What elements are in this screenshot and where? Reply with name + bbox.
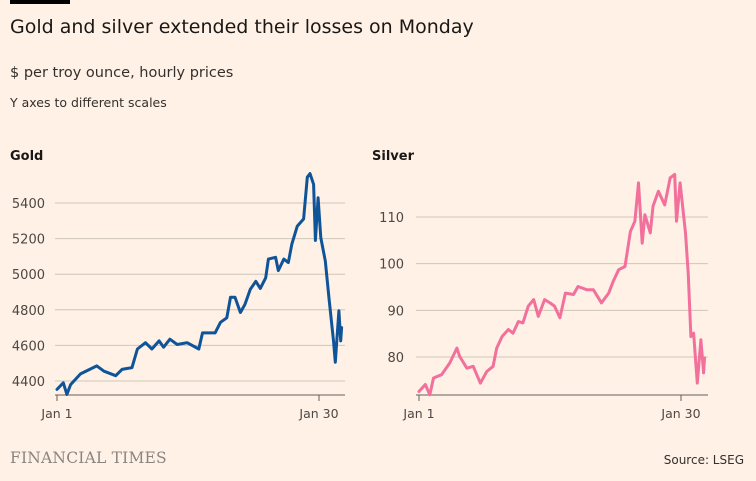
silver-ytick-label: 100 — [379, 258, 404, 273]
silver-xtick-label: Jan 1 — [402, 406, 434, 421]
ft-top-bar — [10, 0, 70, 4]
silver-ytick-label: 90 — [387, 304, 404, 319]
chart-subtitle: $ per troy ounce, hourly prices — [10, 65, 234, 81]
gold-price-line — [55, 172, 344, 396]
gold-ytick-label: 5000 — [12, 268, 45, 283]
silver-ytick-label: 110 — [379, 211, 404, 226]
source-note: Source: LSEG — [663, 453, 744, 467]
silver-xtick-label: Jan 30 — [660, 406, 700, 421]
gold-ytick-label: 4400 — [12, 375, 45, 390]
gold-xtick-label: Jan 30 — [298, 406, 338, 421]
silver-panel-title: Silver — [372, 149, 415, 164]
gold-panel-title: Gold — [10, 149, 43, 164]
chart-title: Gold and silver extended their losses on… — [10, 16, 474, 38]
gold-ytick-label: 5200 — [12, 233, 45, 248]
ft-logo: FINANCIAL TIMES — [10, 449, 167, 467]
gold-xtick-label: Jan 1 — [40, 406, 72, 421]
chart-note: Y axes to different scales — [10, 95, 167, 110]
gold-ytick-label: 4600 — [12, 339, 45, 354]
silver-price-line — [417, 173, 706, 397]
gold-ytick-label: 4800 — [12, 304, 45, 319]
gold-ytick-label: 5400 — [12, 197, 45, 212]
silver-ytick-label: 80 — [387, 351, 404, 366]
